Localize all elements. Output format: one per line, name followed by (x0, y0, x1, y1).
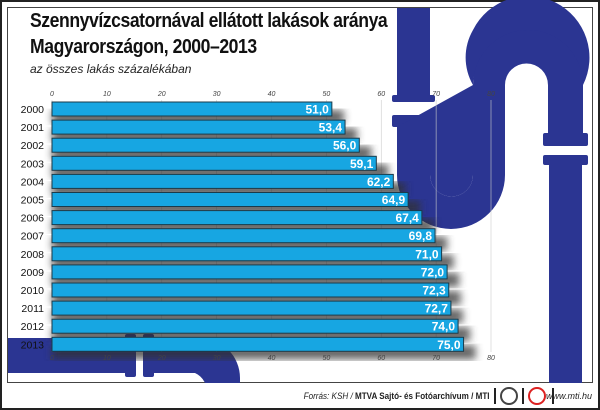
x-tick-label: 0 (50, 355, 54, 362)
mtva-logo-icon (500, 387, 518, 405)
bar (51, 137, 360, 153)
year-label: 2010 (21, 285, 45, 297)
year-label: 2003 (21, 158, 45, 170)
bar-value-label: 72,7 (425, 302, 449, 316)
bar (51, 336, 465, 352)
pipe-flange (543, 155, 588, 165)
chart-subtitle: az összes lakás százalékában (30, 62, 192, 76)
bar (51, 101, 333, 117)
bar-value-label: 62,2 (367, 175, 391, 189)
x-tick-label: 80 (487, 355, 495, 362)
year-label: 2008 (21, 249, 45, 261)
mti-logo-icon (528, 387, 546, 405)
bar-value-label: 53,4 (319, 121, 343, 135)
bar-value-label: 72,3 (422, 284, 446, 298)
separator (494, 388, 496, 404)
x-tick-label: 0 (50, 91, 54, 98)
bar (51, 300, 452, 316)
year-label: 2007 (21, 231, 45, 243)
bar (51, 192, 409, 207)
pipe-u-bend (397, 30, 583, 229)
pipe-left-upper (397, 8, 430, 95)
x-tick-label: 50 (322, 355, 330, 362)
bar (51, 264, 448, 280)
source-agency: MTVA Sajtó- és Fotóarchívum / MTI (355, 391, 490, 401)
website-link[interactable]: www.mti.hu (545, 391, 592, 401)
bar (51, 173, 394, 189)
bar-value-label: 71,0 (415, 247, 439, 261)
year-label: 2009 (21, 267, 45, 279)
footer: Forrás: KSH / MTVA Sajtó- és Fotóarchívu… (0, 384, 600, 408)
bar-value-label: 59,1 (350, 157, 374, 171)
bar (51, 228, 436, 244)
chart-title-line2: Magyarországon, 2000–2013 (30, 36, 257, 58)
bar-value-label: 56,0 (333, 139, 357, 153)
bar (51, 246, 443, 262)
year-label: 2002 (21, 140, 45, 152)
x-tick-label: 40 (268, 355, 276, 362)
bar (51, 119, 346, 135)
x-tick-label: 20 (157, 91, 166, 98)
x-tick-label: 10 (103, 355, 111, 362)
bar-value-label: 75,0 (437, 338, 461, 352)
year-label: 2011 (21, 303, 44, 315)
x-tick-label: 30 (213, 91, 221, 98)
x-tick-label: 60 (377, 91, 385, 98)
bar (51, 210, 423, 226)
year-label: 2001 (21, 122, 45, 134)
x-tick-label: 20 (157, 355, 166, 362)
bar (51, 282, 450, 298)
x-tick-label: 30 (213, 355, 221, 362)
x-tick-label: 80 (487, 91, 495, 98)
year-label: 2004 (21, 176, 45, 188)
pipe-flange (392, 95, 435, 102)
x-tick-label: 10 (103, 91, 111, 98)
chart-title-line1: Szennyvízcsatornával ellátott lakások ar… (30, 10, 388, 32)
year-label: 2013 (21, 339, 45, 351)
bar-value-label: 51,0 (306, 103, 330, 117)
x-tick-label: 60 (377, 355, 385, 362)
x-tick-label: 70 (432, 355, 440, 362)
bar-value-label: 69,8 (409, 229, 433, 243)
x-tick-label: 70 (432, 91, 440, 98)
source-text: Forrás: KSH / MTVA Sajtó- és Fotóarchívu… (304, 391, 490, 401)
bar (51, 318, 459, 334)
bar-value-label: 74,0 (432, 320, 456, 334)
bar-value-label: 72,0 (421, 265, 445, 279)
pipe-flange (543, 133, 588, 146)
year-label: 2005 (21, 195, 45, 207)
year-label: 2006 (21, 213, 45, 225)
x-tick-label: 40 (268, 91, 276, 98)
year-label: 2012 (21, 321, 45, 333)
pipe-right-lower (549, 165, 582, 383)
bar (51, 155, 377, 171)
bar-value-label: 67,4 (395, 211, 419, 225)
year-label: 2000 (21, 104, 45, 116)
x-tick-label: 50 (322, 91, 330, 98)
bar-value-label: 64,9 (382, 193, 406, 207)
source-prefix: Forrás: KSH / (304, 391, 356, 401)
separator (552, 388, 554, 404)
separator (522, 388, 524, 404)
